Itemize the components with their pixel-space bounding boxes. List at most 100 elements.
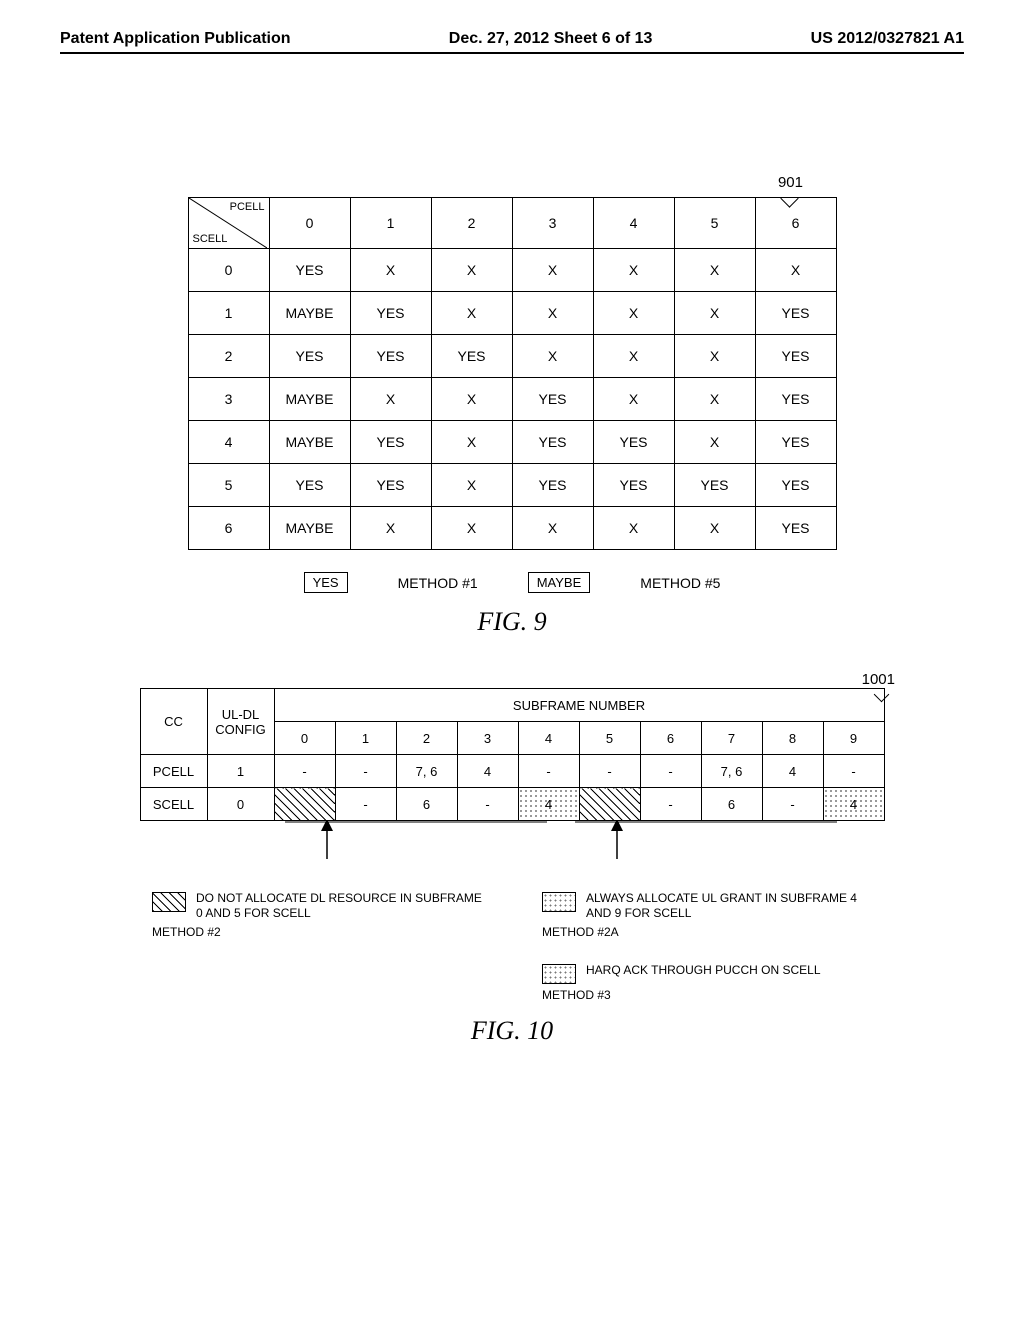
cell: X [674, 421, 755, 464]
cell: YES [431, 335, 512, 378]
cell: X [674, 335, 755, 378]
table-header-row: PCELL SCELL 0 1 2 3 4 5 6 [188, 198, 836, 249]
diagonal-header-cell: PCELL SCELL [188, 198, 269, 249]
table-row: 2YESYESYESXXXYES [188, 335, 836, 378]
cell: X [674, 249, 755, 292]
header-center: Dec. 27, 2012 Sheet 6 of 13 [449, 30, 653, 48]
cell: X [431, 421, 512, 464]
diag-label-pcell: PCELL [230, 201, 265, 213]
cell: YES [755, 378, 836, 421]
cc-cell: SCELL [140, 788, 207, 821]
row-header: 2 [188, 335, 269, 378]
reference-label-1001: 1001 [125, 671, 899, 688]
table-row-scell: SCELL 0 - 6 - 4 - 6 - 4 [140, 788, 884, 821]
table-fig9: PCELL SCELL 0 1 2 3 4 5 6 0YESXXXXXX 1MA… [188, 197, 837, 550]
cell: 4 [457, 755, 518, 788]
row-header: 6 [188, 507, 269, 550]
cell: - [823, 755, 884, 788]
cell: - [518, 755, 579, 788]
row-header: 4 [188, 421, 269, 464]
cell: X [593, 378, 674, 421]
cell: YES [512, 464, 593, 507]
cell [579, 788, 640, 821]
table-row-pcell: PCELL 1 - - 7, 6 4 - - - 7, 6 4 - [140, 755, 884, 788]
cell: X [755, 249, 836, 292]
reference-label-901: 901 [193, 174, 831, 191]
figure-caption-10: FIG. 10 [471, 1016, 553, 1046]
cell: X [431, 507, 512, 550]
legend-item: ALWAYS ALLOCATE UL GRANT IN SUBFRAME 4 A… [542, 891, 872, 939]
row-header: 0 [188, 249, 269, 292]
figure-9: 901 PCELL SCELL 0 1 2 3 4 5 6 [60, 174, 964, 637]
row-header: 1 [188, 292, 269, 335]
cell: X [674, 292, 755, 335]
legend-item: DO NOT ALLOCATE DL RESOURCE IN SUBFRAME … [152, 891, 482, 939]
cell: X [674, 378, 755, 421]
cell: YES [350, 292, 431, 335]
cell: MAYBE [269, 421, 350, 464]
cell: YES [350, 335, 431, 378]
sf-header: 5 [579, 722, 640, 755]
sf-header: 8 [762, 722, 823, 755]
legend-swatch-dot [542, 964, 576, 984]
arrows-fig10 [127, 821, 897, 861]
col-header: 2 [431, 198, 512, 249]
col-header: 1 [350, 198, 431, 249]
cell: YES [269, 249, 350, 292]
cell: 4 [518, 788, 579, 821]
header-right: US 2012/0327821 A1 [811, 30, 964, 48]
cell: X [512, 249, 593, 292]
cell: X [593, 335, 674, 378]
sf-header: 1 [335, 722, 396, 755]
cell: YES [755, 464, 836, 507]
col-header-subframe: SUBFRAME NUMBER [274, 689, 884, 722]
reference-number: 901 [778, 174, 803, 191]
cell: YES [755, 507, 836, 550]
cell: X [593, 507, 674, 550]
col-header: 0 [269, 198, 350, 249]
cell [274, 788, 335, 821]
cfg-cell: 0 [207, 788, 274, 821]
col-header: 4 [593, 198, 674, 249]
legend-swatch-dot [542, 892, 576, 912]
legend-fig9: YES METHOD #1 MAYBE METHOD #5 [304, 572, 721, 593]
cell: X [350, 378, 431, 421]
legend-label: METHOD #5 [640, 575, 720, 591]
sf-header: 3 [457, 722, 518, 755]
table-row: 0YESXXXXXX [188, 249, 836, 292]
cell: X [350, 249, 431, 292]
legend-method: METHOD #3 [542, 988, 872, 1002]
table-row: 5YESYESXYESYESYESYES [188, 464, 836, 507]
table-row: 6MAYBEXXXXXYES [188, 507, 836, 550]
table-fig10: CC UL-DL CONFIG SUBFRAME NUMBER 0 1 2 3 … [140, 688, 885, 821]
legend-method: METHOD #2 [152, 925, 482, 939]
cell: X [593, 292, 674, 335]
sf-header: 4 [518, 722, 579, 755]
sf-header: 2 [396, 722, 457, 755]
cell: MAYBE [269, 292, 350, 335]
reference-number: 1001 [862, 671, 895, 688]
cell: MAYBE [269, 378, 350, 421]
cell: X [431, 249, 512, 292]
cell: - [335, 788, 396, 821]
cell: X [431, 292, 512, 335]
cell: X [431, 464, 512, 507]
cell: MAYBE [269, 507, 350, 550]
cell: YES [512, 421, 593, 464]
cell: YES [593, 421, 674, 464]
cc-cell: PCELL [140, 755, 207, 788]
cell: - [274, 755, 335, 788]
table-row: 3MAYBEXXYESXXYES [188, 378, 836, 421]
cell: YES [755, 421, 836, 464]
legend-box-yes: YES [304, 572, 348, 593]
cell: YES [269, 335, 350, 378]
sf-header: 6 [640, 722, 701, 755]
cell: X [350, 507, 431, 550]
cell: 7, 6 [396, 755, 457, 788]
legend-box-maybe: MAYBE [528, 572, 591, 593]
cell: - [762, 788, 823, 821]
figure-caption-9: FIG. 9 [477, 607, 546, 637]
diag-label-scell: SCELL [193, 233, 228, 245]
cell: X [512, 292, 593, 335]
cell: X [593, 249, 674, 292]
